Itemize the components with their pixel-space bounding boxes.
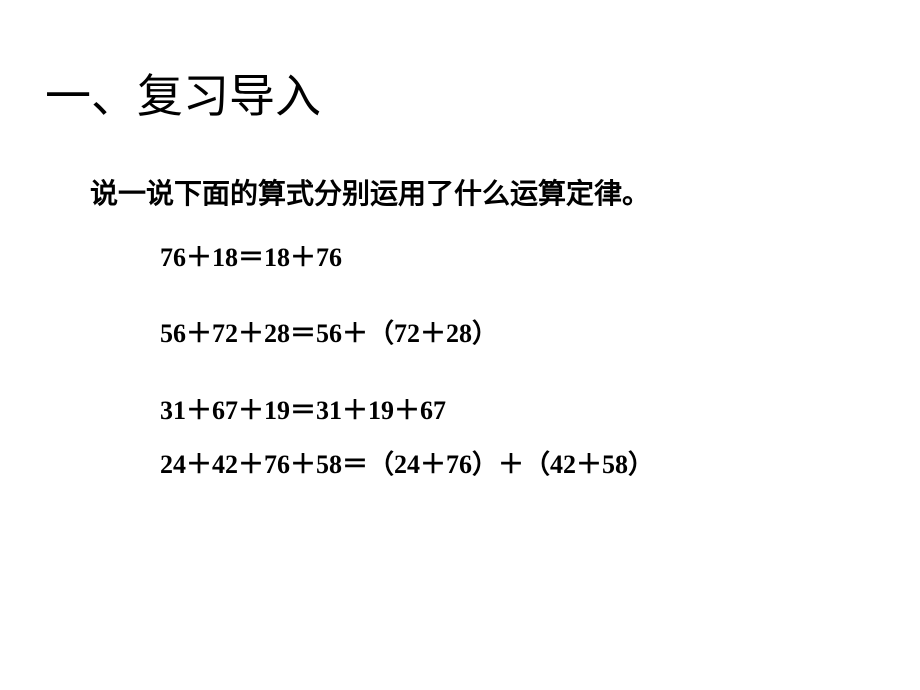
instruction-text: 说一说下面的算式分别运用了什么运算定律。 [90,172,650,212]
equation-3: 31＋67＋19＝31＋19＋67 [160,393,750,429]
equation-4: 24＋42＋76＋58＝（24＋76）＋（42＋58） [160,447,750,483]
equations-container: 76＋18＝18＋76 56＋72＋28＝56＋（72＋28） 31＋67＋19… [160,240,750,484]
equation-1: 76＋18＝18＋76 [160,240,750,276]
section-heading: 一、复习导入 [45,60,321,126]
equation-2: 56＋72＋28＝56＋（72＋28） [160,316,750,352]
